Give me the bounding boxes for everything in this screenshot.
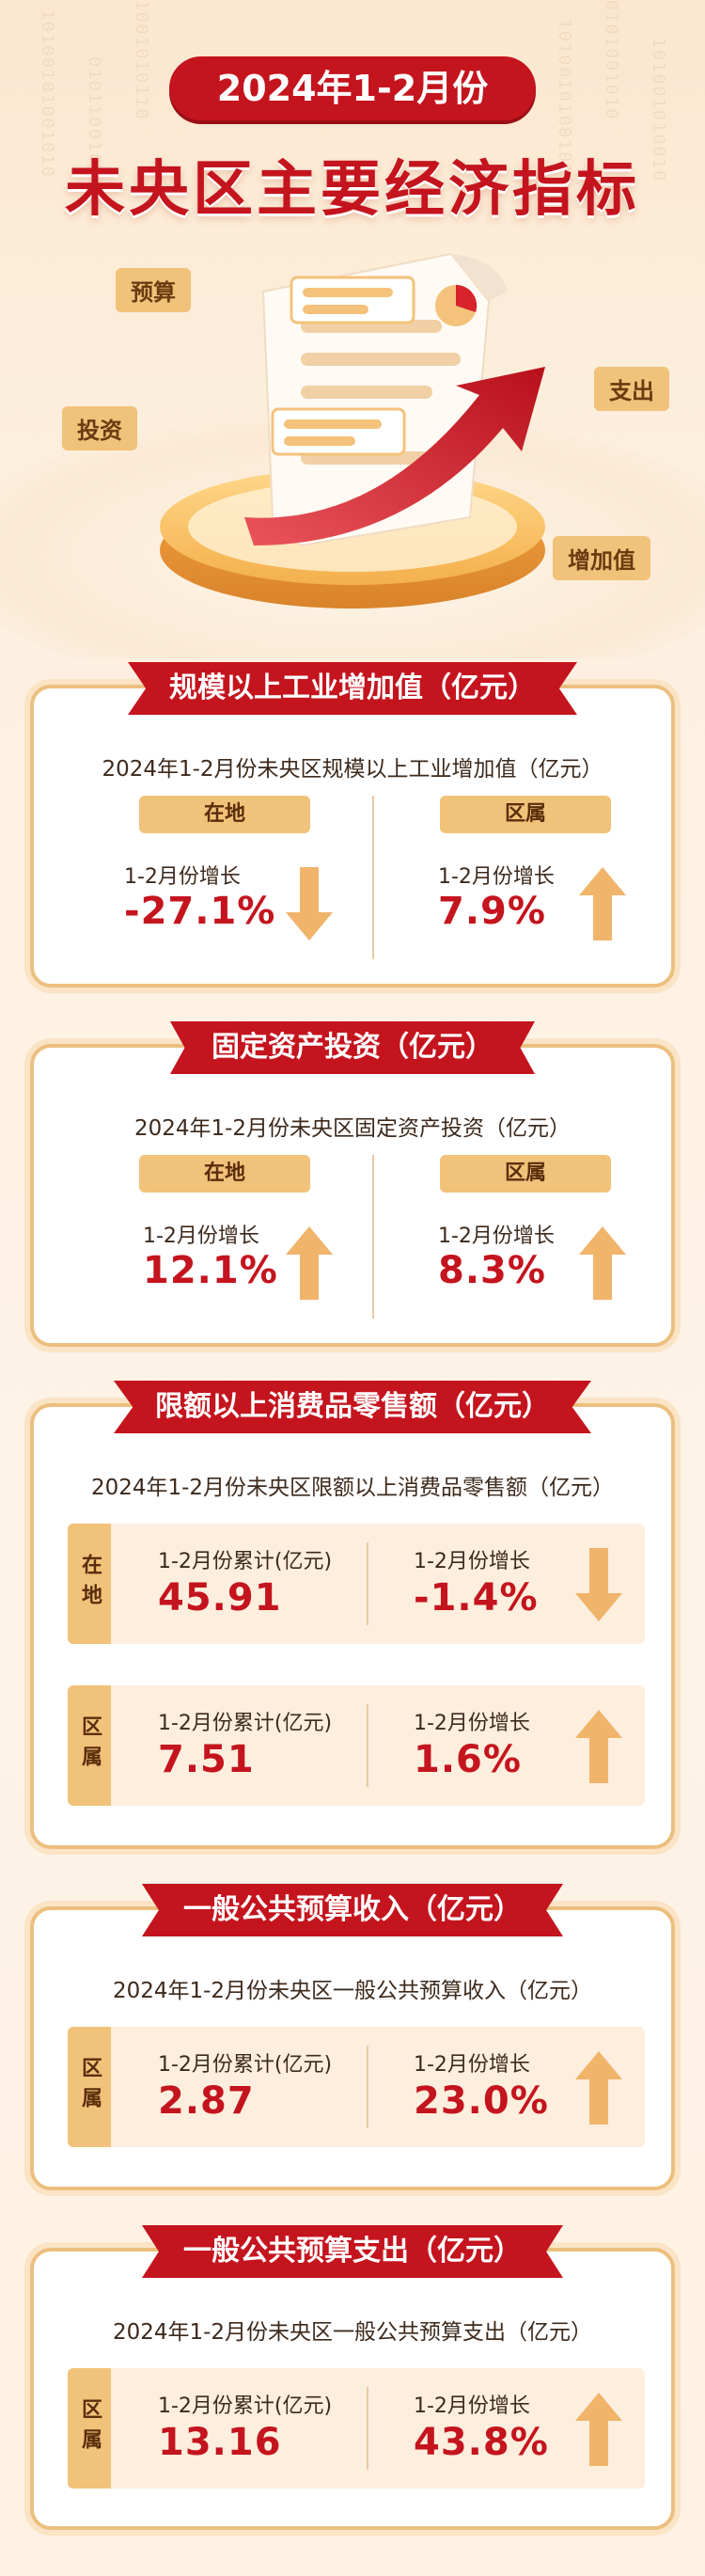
binary-decoration: 0101100101 [85,56,104,178]
arrow-up-icon [286,1226,333,1300]
tag-local: 在地 [139,796,310,833]
section-header: 一般公共预算支出（亿元） [142,2225,563,2278]
section-header: 一般公共预算收入（亿元） [142,1884,563,1936]
section-subtitle: 2024年1-2月份未央区规模以上工业增加值（亿元） [102,757,603,782]
growth-label: 1-2月份增长 [438,865,555,889]
section-title: 一般公共预算支出（亿元） [142,2225,563,2278]
growth-value: 8.3% [438,1249,546,1292]
column-divider [367,1704,368,1787]
binary-decoration: 0101001010 [602,0,621,121]
growth-value: -27.1% [124,890,276,933]
section-title: 规模以上工业增加值（亿元） [128,662,577,715]
arrow-up-icon [579,1226,626,1300]
page-title: 未央区主要经济指标 [65,155,640,225]
growth-value: 1.6% [414,1738,522,1781]
column-divider [367,1542,368,1625]
section-subtitle: 2024年1-2月份未央区一般公共预算支出（亿元） [112,2320,593,2345]
section-industry: 规模以上工业增加值（亿元） 2024年1-2月份未央区规模以上工业增加值（亿元）… [30,662,675,988]
data-row-district: 区属 1-2月份累计(亿元) 2.87 1-2月份增长 23.0% [68,2027,645,2147]
section-retail: 限额以上消费品零售额（亿元） 2024年1-2月份未央区限额以上消费品零售额（亿… [30,1381,675,1849]
arrow-down-icon [575,1548,622,1621]
arrow-up-icon [575,2393,622,2466]
cumulative-value: 7.51 [158,1738,255,1781]
growth-value: 23.0% [414,2079,549,2123]
growth-label: 1-2月份增长 [414,2394,530,2418]
binary-decoration: 10100101001010 [38,9,57,179]
tag-local: 在地 [139,1155,310,1193]
growth-label: 1-2月份增长 [124,865,241,889]
arrow-down-icon [286,867,333,940]
growth-label: 1-2月份增长 [414,1550,530,1573]
arrow-up-icon [579,867,626,940]
column-divider [372,1155,374,1319]
growth-value: 7.9% [438,890,546,933]
section-investment: 固定资产投资（亿元） 2024年1-2月份未央区固定资产投资（亿元） 在地 1-… [30,1021,675,1347]
growth-label: 1-2月份增长 [414,1712,530,1735]
growth-value: -1.4% [414,1576,539,1620]
cumulative-value: 2.87 [158,2079,255,2123]
section-subtitle: 2024年1-2月份未央区一般公共预算收入（亿元） [112,1979,593,2003]
column-divider [367,2387,368,2470]
growth-value: 12.1% [143,1249,278,1292]
tag-investment: 投资 [62,406,137,450]
section-title: 一般公共预算收入（亿元） [142,1884,563,1936]
growth-label: 1-2月份增长 [438,1225,555,1248]
data-row-district: 区属 1-2月份累计(亿元) 13.16 1-2月份增长 43.8% [68,2368,645,2489]
section-header: 规模以上工业增加值（亿元） [128,662,577,715]
arrow-up-icon [575,1710,622,1783]
binary-decoration: 101001010010 [649,38,668,183]
tag-added-value: 增加值 [553,536,650,580]
arrow-up-icon [575,2051,622,2125]
section-header: 固定资产投资（亿元） [170,1021,535,1074]
tag-district: 区属 [440,796,611,833]
growth-label: 1-2月份增长 [414,2053,530,2077]
section-header: 限额以上消费品零售额（亿元） [114,1381,591,1433]
section-title: 固定资产投资（亿元） [170,1021,535,1074]
cumulative-label: 1-2月份累计(亿元) [158,1712,333,1735]
binary-decoration: 1010010100101 [555,19,574,176]
cumulative-value: 45.91 [158,1576,282,1620]
cumulative-label: 1-2月份累计(亿元) [158,2394,333,2418]
column-divider [372,796,374,959]
report-illustration [160,252,545,608]
section-revenue: 一般公共预算收入（亿元） 2024年1-2月份未央区一般公共预算收入（亿元） 区… [30,1884,675,2190]
row-tag: 区属 [68,1685,111,1806]
tag-budget: 预算 [116,268,191,312]
tag-expense: 支出 [594,367,669,411]
section-subtitle: 2024年1-2月份未央区固定资产投资（亿元） [133,1116,572,1141]
tag-district: 区属 [440,1155,611,1193]
section-subtitle: 2024年1-2月份未央区限额以上消费品零售额（亿元） [90,1476,615,1500]
cumulative-label: 1-2月份累计(亿元) [158,1550,333,1573]
row-tag: 区属 [68,2368,111,2489]
cumulative-value: 13.16 [158,2421,282,2464]
cumulative-label: 1-2月份累计(亿元) [158,2053,333,2077]
section-expenditure: 一般公共预算支出（亿元） 2024年1-2月份未央区一般公共预算支出（亿元） 区… [30,2225,675,2530]
growth-label: 1-2月份增长 [143,1225,259,1248]
section-title: 限额以上消费品零售额（亿元） [114,1381,591,1433]
year-pill: 2024年1-2月份 [169,56,536,120]
growth-value: 43.8% [414,2421,549,2464]
binary-decoration: 1001010110 [132,0,151,121]
column-divider [367,2046,368,2128]
data-row-local: 在地 1-2月份累计(亿元) 45.91 1-2月份增长 -1.4% [68,1524,645,1644]
row-tag: 区属 [68,2027,111,2147]
data-row-district: 区属 1-2月份累计(亿元) 7.51 1-2月份增长 1.6% [68,1685,645,1806]
hero-banner: 10100101001010 0101100101 1001010110 101… [0,0,705,658]
row-tag: 在地 [68,1524,111,1644]
